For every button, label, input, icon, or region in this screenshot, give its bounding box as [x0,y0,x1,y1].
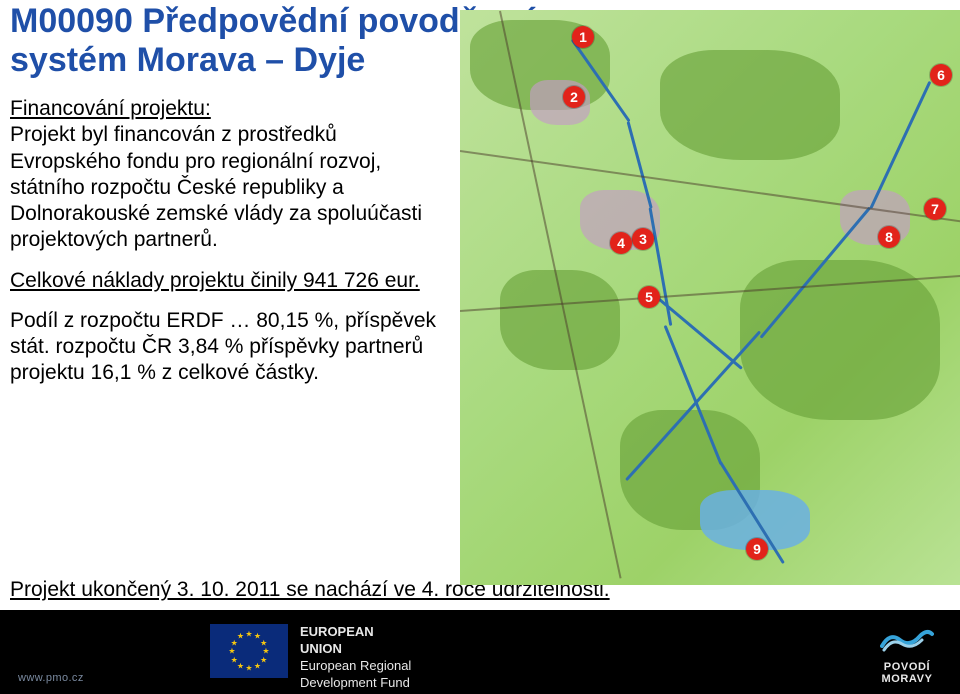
map-marker: 6 [930,64,952,86]
brand-line2: MORAVY [880,673,934,685]
river [649,290,743,369]
eu-star-icon: ★ [254,661,261,670]
eu-star-icon: ★ [260,655,267,664]
financing-text: Projekt byl financován z prostředků Evro… [10,123,422,251]
eu-line4: Development Fund [300,675,411,692]
povodi-logo: POVODÍ MORAVY [880,626,934,685]
map-marker: 7 [924,198,946,220]
eu-star-icon: ★ [245,664,252,673]
eu-star-icon: ★ [231,655,238,664]
footer: www.pmo.cz ★★★★★★★★★★★★ EUROPEAN UNION E… [0,610,960,694]
slide: M00090 Předpovědní povodňový systém Mora… [0,0,960,694]
map-marker: 9 [746,538,768,560]
map-marker: 2 [563,86,585,108]
eu-flag-icon: ★★★★★★★★★★★★ [210,624,288,678]
eu-stars: ★★★★★★★★★★★★ [228,630,270,672]
shares-text: Podíl z rozpočtu ERDF … 80,15 %, příspěv… [10,308,440,387]
footer-url: www.pmo.cz [18,672,84,684]
eu-star-icon: ★ [237,632,244,641]
map-marker: 5 [638,286,660,308]
eu-text: EUROPEAN UNION European Regional Develop… [300,624,411,692]
body-text: Financování projektu: Projekt byl financ… [10,96,440,401]
map: 1 2 34 5 6 7 8 9 [460,10,960,585]
river [869,81,931,209]
map-marker: 3 [632,228,654,250]
eu-line3: European Regional [300,658,411,675]
eu-star-icon: ★ [237,661,244,670]
financing-label: Financování projektu: [10,97,211,120]
map-marker: 8 [878,226,900,248]
total-cost: Celkové náklady projektu činily 941 726 … [10,268,440,294]
wave-icon [880,626,934,652]
map-marker: 4 [610,232,632,254]
map-patch [660,50,840,160]
brand-line1: POVODÍ [880,661,934,673]
eu-star-icon: ★ [245,630,252,639]
map-marker: 1 [572,26,594,48]
eu-line2: UNION [300,641,411,658]
eu-line1: EUROPEAN [300,624,411,641]
map-patch [500,270,620,370]
eu-star-icon: ★ [228,647,235,656]
